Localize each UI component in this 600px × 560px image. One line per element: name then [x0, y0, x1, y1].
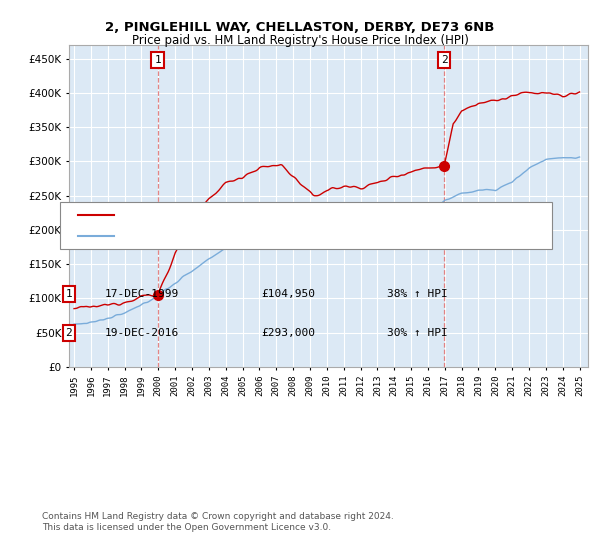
Text: 2, PINGLEHILL WAY, CHELLASTON, DERBY, DE73 6NB (detached house): 2, PINGLEHILL WAY, CHELLASTON, DERBY, DE… — [120, 210, 490, 220]
Text: 2: 2 — [441, 55, 448, 65]
Text: 19-DEC-2016: 19-DEC-2016 — [105, 328, 179, 338]
Text: 17-DEC-1999: 17-DEC-1999 — [105, 289, 179, 299]
Text: Price paid vs. HM Land Registry's House Price Index (HPI): Price paid vs. HM Land Registry's House … — [131, 34, 469, 46]
Text: Contains HM Land Registry data © Crown copyright and database right 2024.
This d: Contains HM Land Registry data © Crown c… — [42, 512, 394, 532]
Text: 2, PINGLEHILL WAY, CHELLASTON, DERBY, DE73 6NB: 2, PINGLEHILL WAY, CHELLASTON, DERBY, DE… — [106, 21, 494, 34]
Text: 2: 2 — [65, 328, 73, 338]
Text: £104,950: £104,950 — [261, 289, 315, 299]
Text: 1: 1 — [154, 55, 161, 65]
Text: HPI: Average price, detached house, City of Derby: HPI: Average price, detached house, City… — [120, 231, 382, 241]
Text: £293,000: £293,000 — [261, 328, 315, 338]
Text: 1: 1 — [65, 289, 73, 299]
Text: 30% ↑ HPI: 30% ↑ HPI — [387, 328, 448, 338]
Text: 38% ↑ HPI: 38% ↑ HPI — [387, 289, 448, 299]
